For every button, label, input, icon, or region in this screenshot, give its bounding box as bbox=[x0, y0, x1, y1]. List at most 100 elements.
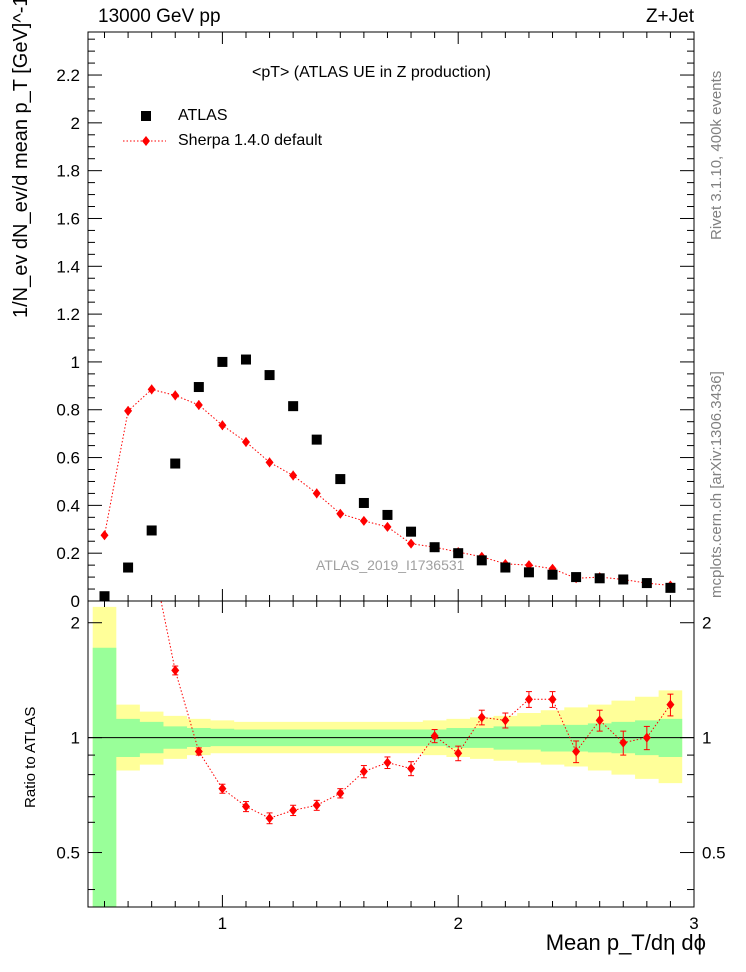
ratio-sherpa-point bbox=[666, 699, 675, 710]
rivet-version-label: Rivet 3.1.10, 400k events bbox=[708, 70, 725, 240]
sherpa-point bbox=[124, 405, 133, 416]
atlas-point bbox=[217, 356, 228, 367]
y-tick-label: 0.4 bbox=[56, 496, 80, 515]
atlas-point bbox=[429, 542, 440, 553]
sherpa-point bbox=[194, 399, 203, 410]
sherpa-point bbox=[265, 457, 274, 468]
legend-label-sherpa: Sherpa 1.4.0 default bbox=[178, 132, 323, 149]
ratio-frame bbox=[87, 600, 695, 908]
ratio-sherpa-point bbox=[407, 763, 416, 774]
sherpa-point bbox=[100, 530, 109, 541]
atlas-point bbox=[193, 382, 204, 393]
atlas-point bbox=[123, 562, 134, 573]
ratio-data bbox=[88, 601, 694, 907]
ratio-sherpa-point bbox=[336, 788, 345, 799]
ratio-sherpa-point bbox=[477, 712, 486, 723]
ratio-sherpa-point bbox=[595, 715, 604, 726]
ratio-sherpa-point bbox=[359, 766, 368, 777]
atlas-point bbox=[618, 574, 629, 585]
ratio-band-outer bbox=[92, 606, 683, 907]
ratio-sherpa-point bbox=[218, 783, 227, 794]
atlas-point bbox=[571, 572, 582, 583]
ratio-sherpa-point bbox=[383, 757, 392, 768]
atlas-point bbox=[358, 497, 369, 508]
ratio-panel: 0.5 0.5 1 1 2 2 1 2 3 bbox=[56, 600, 726, 933]
y-tick-label: 1.8 bbox=[56, 162, 80, 181]
plot-title: <pT> (ATLAS UE in Z production) bbox=[252, 64, 491, 81]
atlas-point bbox=[264, 370, 275, 381]
ratio-sherpa-point bbox=[194, 746, 203, 757]
ratio-sherpa-point bbox=[501, 715, 510, 726]
main-data bbox=[99, 354, 676, 601]
y-tick-label: 1.4 bbox=[56, 257, 80, 276]
ratio-y-tick-label: 0.5 bbox=[56, 844, 80, 863]
atlas-point bbox=[523, 567, 534, 578]
ratio-axis-label: Ratio to ATLAS bbox=[22, 706, 39, 808]
atlas-point bbox=[547, 569, 558, 580]
sherpa-point bbox=[289, 470, 298, 481]
ratio-y-tick-label: 2 bbox=[71, 614, 80, 633]
ratio-sherpa-point bbox=[454, 748, 463, 759]
sherpa-point bbox=[383, 521, 392, 532]
main-panel: 0 0.2 0.4 0.6 0.8 1 1.2 1.4 1.6 1.8 2 2.2 bbox=[56, 31, 695, 611]
x-tick-label: 3 bbox=[689, 914, 698, 933]
atlas-point bbox=[500, 562, 511, 573]
sherpa-point bbox=[218, 420, 227, 431]
atlas-point bbox=[406, 526, 417, 537]
ratio-sherpa-point bbox=[312, 800, 321, 811]
ratio-sherpa-point bbox=[524, 694, 533, 705]
ratio-y-tick-label-right: 1 bbox=[702, 729, 711, 748]
atlas-point bbox=[453, 548, 464, 559]
y-tick-label: 1.2 bbox=[56, 305, 80, 324]
sherpa-point bbox=[407, 538, 416, 549]
ratio-sherpa-point bbox=[265, 813, 274, 824]
y-tick-label: 0.8 bbox=[56, 401, 80, 420]
ratio-sherpa-point bbox=[548, 694, 557, 705]
ratio-sherpa-point bbox=[241, 801, 250, 812]
ratio-y-tick-label-right: 0.5 bbox=[702, 844, 726, 863]
atlas-point bbox=[335, 474, 346, 485]
atlas-point bbox=[665, 582, 676, 593]
ratio-y-tick-label: 1 bbox=[71, 729, 80, 748]
legend-marker-sherpa bbox=[142, 136, 150, 146]
mcplots-reference-label: mcplots.cern.ch [arXiv:1306.3436] bbox=[708, 371, 725, 598]
legend bbox=[123, 111, 166, 146]
atlas-point bbox=[311, 434, 322, 445]
ratio-sherpa-point bbox=[572, 746, 581, 757]
y-tick-label: 2.2 bbox=[56, 66, 80, 85]
ratio-sherpa-point bbox=[619, 737, 628, 748]
y-tick-label: 0 bbox=[71, 592, 80, 611]
atlas-point bbox=[99, 591, 110, 601]
atlas-point bbox=[240, 354, 251, 365]
analysis-watermark: ATLAS_2019_I1736531 bbox=[316, 557, 465, 573]
atlas-point bbox=[288, 401, 299, 412]
sherpa-point bbox=[241, 437, 250, 448]
atlas-point bbox=[146, 525, 157, 536]
energy-label: 13000 GeV pp bbox=[98, 6, 221, 27]
process-label: Z+Jet bbox=[645, 6, 694, 27]
ratio-band-inner bbox=[92, 647, 683, 907]
ratio-y-tick-label-right: 2 bbox=[702, 614, 711, 633]
x-tick-label: 1 bbox=[218, 914, 227, 933]
sherpa-point bbox=[312, 488, 321, 499]
y-tick-label: 2 bbox=[71, 114, 80, 133]
atlas-point bbox=[170, 458, 181, 469]
ratio-sherpa-point bbox=[430, 730, 439, 741]
atlas-point bbox=[382, 509, 393, 520]
atlas-point bbox=[476, 555, 487, 566]
y-tick-label: 1 bbox=[71, 353, 80, 372]
legend-marker-atlas bbox=[141, 111, 151, 121]
legend-label-atlas: ATLAS bbox=[178, 107, 228, 124]
atlas-point bbox=[641, 578, 652, 589]
sherpa-point bbox=[336, 508, 345, 519]
sherpa-point bbox=[147, 384, 156, 395]
x-axis-label: Mean p_T/dη dϕ bbox=[545, 930, 706, 955]
y-tick-label: 0.6 bbox=[56, 449, 80, 468]
y-axis-label: 1/N_ev dN_ev/d mean p_T [GeV]^-1 bbox=[10, 0, 32, 318]
x-tick-label: 2 bbox=[453, 914, 462, 933]
ratio-sherpa-point bbox=[171, 665, 180, 676]
y-tick-label: 0.2 bbox=[56, 544, 80, 563]
y-tick-label: 1.6 bbox=[56, 209, 80, 228]
ratio-sherpa-point bbox=[642, 732, 651, 743]
